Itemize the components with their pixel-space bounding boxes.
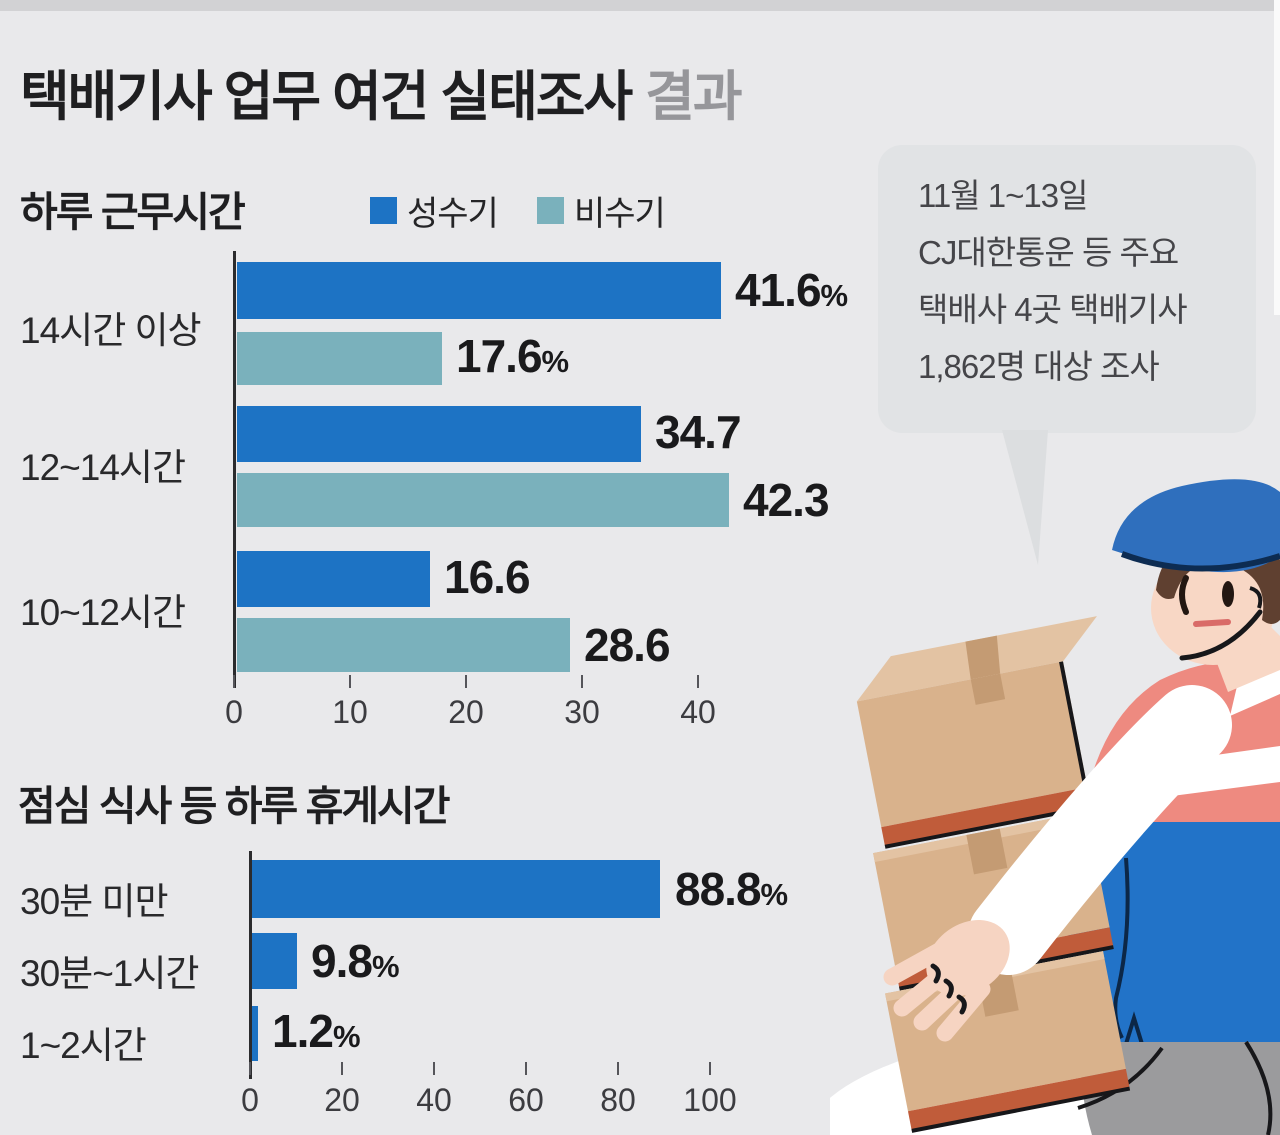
value-off-14h: 17.6% bbox=[456, 330, 570, 388]
worker-arm bbox=[883, 685, 1232, 1042]
page-title-sub: 결과 bbox=[645, 67, 742, 127]
chart2-ticklabel-40: 40 bbox=[416, 1082, 452, 1118]
top-border-strip bbox=[0, 0, 1280, 11]
legend-label-off: 비수기 bbox=[574, 195, 666, 233]
delivery-worker-svg bbox=[805, 430, 1280, 1135]
chart1-category-2: 10~12시간 bbox=[20, 592, 186, 633]
chart2-ticklabel-80: 80 bbox=[600, 1082, 636, 1118]
value-suffix: % bbox=[820, 278, 849, 313]
legend-swatch-off bbox=[537, 197, 564, 224]
chart1-ticklabel-40: 40 bbox=[680, 694, 716, 730]
value-num: 16.6 bbox=[444, 551, 531, 603]
value-num: 42.3 bbox=[743, 474, 830, 526]
chart2-tick-100 bbox=[709, 1062, 711, 1075]
value-peak-14h: 41.6% bbox=[735, 262, 849, 324]
chart2-category-1: 30분~1시간 bbox=[20, 953, 199, 994]
value-num: 17.6 bbox=[456, 330, 543, 382]
value-peak-10-12h: 16.6 bbox=[444, 549, 531, 611]
bar-break-under30 bbox=[252, 860, 660, 918]
neck bbox=[1212, 626, 1280, 692]
value-num: 1.2 bbox=[272, 1005, 334, 1057]
value-peak-12-14h: 34.7 bbox=[655, 404, 742, 466]
page-title: 택배기사 업무 여건 실태조사 결과 bbox=[20, 52, 743, 131]
knuckle-lines bbox=[930, 963, 967, 1015]
value-suffix: % bbox=[760, 877, 789, 912]
value-num: 9.8 bbox=[311, 935, 373, 987]
chart1-tick-0 bbox=[233, 675, 235, 688]
value-break-under30: 88.8% bbox=[675, 860, 789, 924]
chart2-y-axis bbox=[249, 851, 252, 1079]
chart1-tick-10 bbox=[349, 675, 351, 688]
page-title-main: 택배기사 업무 여건 실태조사 bbox=[20, 67, 633, 127]
bar-peak-10-12h bbox=[237, 551, 430, 607]
value-off-10-12h: 28.6 bbox=[584, 618, 671, 678]
chart2-category-2: 1~2시간 bbox=[20, 1025, 147, 1066]
chart1-tick-20 bbox=[465, 675, 467, 688]
survey-note-callout: 11월 1~13일 CJ대한통운 등 주요 택배사 4곳 택배기사 1,862명… bbox=[878, 145, 1256, 433]
chart2-tick-20 bbox=[341, 1062, 343, 1075]
value-suffix: % bbox=[371, 949, 400, 984]
sleeve bbox=[968, 685, 1232, 975]
value-break-30to60: 9.8% bbox=[311, 933, 400, 995]
chart2-ticklabel-60: 60 bbox=[508, 1082, 544, 1118]
bar-off-12-14h bbox=[237, 473, 729, 527]
chart2-tick-80 bbox=[617, 1062, 619, 1075]
legend-swatch-peak bbox=[370, 197, 397, 224]
legend-label-peak: 성수기 bbox=[407, 195, 499, 233]
chart2-tick-60 bbox=[525, 1062, 527, 1075]
chart1-ticklabel-0: 0 bbox=[225, 694, 243, 730]
chart1-title: 하루 근무시간 bbox=[20, 189, 246, 235]
legend-item-peak: 성수기 bbox=[370, 186, 499, 235]
delivery-worker-illustration bbox=[805, 430, 1280, 1135]
chart2-title: 점심 식사 등 하루 휴게시간 bbox=[18, 783, 450, 829]
chart1-y-axis bbox=[233, 251, 236, 688]
callout-tail bbox=[1002, 430, 1048, 565]
chart1-tick-30 bbox=[581, 675, 583, 688]
fingers bbox=[883, 936, 991, 1042]
bar-peak-12-14h bbox=[237, 406, 641, 462]
bar-peak-14h bbox=[237, 262, 721, 319]
chart2-tick-40 bbox=[433, 1062, 435, 1075]
value-num: 88.8 bbox=[675, 863, 762, 915]
chart2-ticklabel-20: 20 bbox=[324, 1082, 360, 1118]
chart1-ticklabel-20: 20 bbox=[448, 694, 484, 730]
value-suffix: % bbox=[541, 344, 570, 379]
value-suffix: % bbox=[332, 1019, 361, 1054]
value-num: 34.7 bbox=[655, 406, 742, 458]
chart2-tick-0 bbox=[249, 1062, 251, 1075]
value-num: 28.6 bbox=[584, 619, 671, 671]
cap-icon bbox=[1112, 479, 1280, 573]
chart1-tick-40 bbox=[697, 675, 699, 688]
value-break-1to2h: 1.2% bbox=[272, 1004, 361, 1064]
chart2-ticklabel-100: 100 bbox=[683, 1082, 737, 1118]
bar-off-14h bbox=[237, 332, 442, 385]
chart1-ticklabel-30: 30 bbox=[564, 694, 600, 730]
left-eye bbox=[1179, 575, 1189, 615]
value-off-12-14h: 42.3 bbox=[743, 473, 830, 533]
bar-off-10-12h bbox=[237, 618, 570, 672]
right-eye bbox=[1222, 581, 1234, 607]
mouth bbox=[1193, 619, 1231, 627]
cap-brim-line bbox=[1120, 551, 1280, 572]
chart1-category-0: 14시간 이상 bbox=[20, 310, 202, 351]
chart1-category-1: 12~14시간 bbox=[20, 447, 186, 488]
survey-note-text: 11월 1~13일 CJ대한통운 등 주요 택배사 4곳 택배기사 1,862명… bbox=[918, 177, 1188, 385]
bar-break-1to2h bbox=[252, 1006, 258, 1061]
jaw-line bbox=[1179, 609, 1263, 661]
right-edge-strip bbox=[1274, 0, 1280, 315]
chart2-category-0: 30분 미만 bbox=[20, 881, 169, 922]
cheek-line bbox=[1249, 586, 1263, 609]
legend-item-off: 비수기 bbox=[537, 186, 666, 235]
chart2-ticklabel-0: 0 bbox=[241, 1082, 259, 1118]
worker-head bbox=[1112, 479, 1280, 692]
bar-break-30to60 bbox=[252, 933, 297, 989]
value-num: 41.6 bbox=[735, 264, 822, 316]
chart1-ticklabel-10: 10 bbox=[332, 694, 368, 730]
